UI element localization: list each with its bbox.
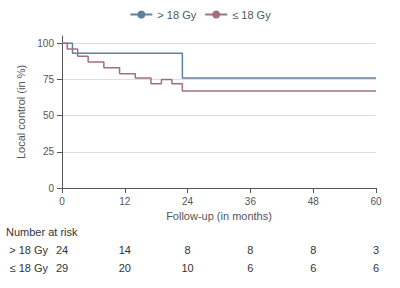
svg-text:0: 0: [48, 183, 54, 194]
svg-text:6: 6: [247, 262, 253, 274]
svg-text:75: 75: [43, 74, 55, 85]
svg-text:3: 3: [373, 244, 379, 256]
svg-text:6: 6: [310, 262, 316, 274]
svg-text:36: 36: [245, 196, 257, 207]
svg-text:8: 8: [247, 244, 253, 256]
svg-text:20: 20: [119, 262, 131, 274]
svg-text:14: 14: [119, 244, 131, 256]
svg-text:≤ 18 Gy: ≤ 18 Gy: [232, 9, 271, 21]
svg-text:100: 100: [37, 38, 54, 49]
svg-text:25: 25: [43, 146, 55, 157]
svg-text:50: 50: [43, 110, 55, 121]
svg-text:29: 29: [56, 262, 68, 274]
svg-text:Local control (in %): Local control (in %): [15, 65, 27, 159]
svg-text:24: 24: [182, 196, 194, 207]
svg-text:12: 12: [119, 196, 131, 207]
svg-text:Number at risk: Number at risk: [6, 226, 78, 238]
svg-text:> 18 Gy: > 18 Gy: [157, 9, 196, 21]
svg-text:10: 10: [181, 262, 193, 274]
svg-text:> 18 Gy: > 18 Gy: [9, 244, 48, 256]
svg-text:8: 8: [310, 244, 316, 256]
svg-text:6: 6: [373, 262, 379, 274]
svg-text:0: 0: [59, 196, 65, 207]
svg-text:60: 60: [370, 196, 382, 207]
svg-text:8: 8: [185, 244, 191, 256]
svg-text:48: 48: [308, 196, 320, 207]
svg-text:24: 24: [56, 244, 68, 256]
svg-text:Follow-up (in months): Follow-up (in months): [166, 210, 272, 222]
svg-text:≤ 18 Gy: ≤ 18 Gy: [10, 262, 49, 274]
